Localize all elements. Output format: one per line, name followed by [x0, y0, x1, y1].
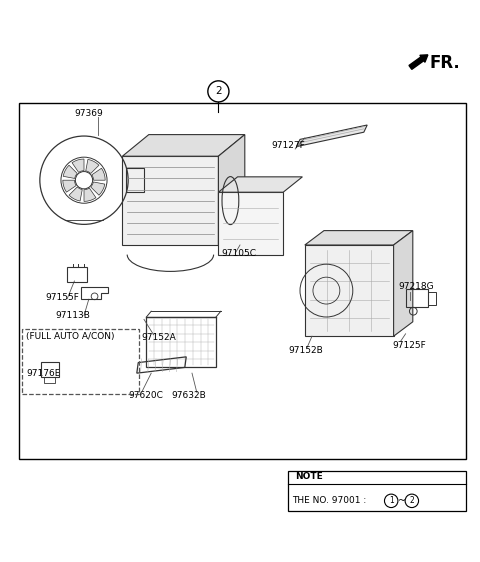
Text: 97632B: 97632B	[172, 391, 206, 400]
FancyArrow shape	[409, 55, 428, 69]
Text: NOTE: NOTE	[295, 472, 323, 481]
Bar	[19, 103, 466, 459]
Text: 97113B: 97113B	[55, 311, 90, 320]
Polygon shape	[63, 165, 77, 179]
Text: 97152A: 97152A	[142, 333, 176, 342]
Bar	[41, 361, 59, 377]
Text: 1: 1	[389, 496, 394, 505]
Bar	[22, 329, 139, 394]
Polygon shape	[84, 188, 96, 201]
Polygon shape	[305, 230, 413, 245]
Polygon shape	[218, 192, 283, 255]
Text: 97152B: 97152B	[288, 346, 323, 355]
Text: 97127F: 97127F	[271, 141, 305, 150]
Polygon shape	[63, 180, 76, 192]
Text: (FULL AUTO A/CON): (FULL AUTO A/CON)	[26, 332, 115, 341]
Text: 97125F: 97125F	[393, 341, 426, 350]
Text: 97218G: 97218G	[398, 282, 434, 291]
Text: 2: 2	[215, 87, 222, 97]
Text: 2: 2	[409, 496, 414, 505]
Text: ~: ~	[398, 496, 406, 506]
Polygon shape	[72, 159, 84, 173]
Polygon shape	[92, 168, 105, 180]
Polygon shape	[122, 156, 218, 245]
Polygon shape	[69, 187, 82, 201]
Text: THE NO. 97001 :: THE NO. 97001 :	[292, 496, 369, 505]
Polygon shape	[218, 135, 245, 245]
Text: 97176E: 97176E	[26, 369, 61, 378]
Polygon shape	[122, 135, 245, 156]
Polygon shape	[91, 182, 105, 195]
Bar	[406, 289, 428, 307]
Polygon shape	[394, 230, 413, 336]
Text: 97620C: 97620C	[129, 391, 164, 400]
Text: 97155F: 97155F	[46, 293, 80, 302]
Text: 97369: 97369	[74, 110, 103, 119]
Polygon shape	[297, 125, 367, 147]
Bar	[428, 292, 436, 305]
Polygon shape	[305, 245, 394, 336]
Text: 97105C: 97105C	[222, 248, 257, 257]
Bar	[288, 470, 466, 511]
Bar	[126, 168, 144, 192]
Polygon shape	[86, 160, 99, 174]
Polygon shape	[218, 177, 302, 192]
Bar	[44, 377, 55, 383]
Bar	[146, 317, 216, 368]
Bar	[67, 267, 87, 283]
Text: FR.: FR.	[430, 53, 460, 71]
